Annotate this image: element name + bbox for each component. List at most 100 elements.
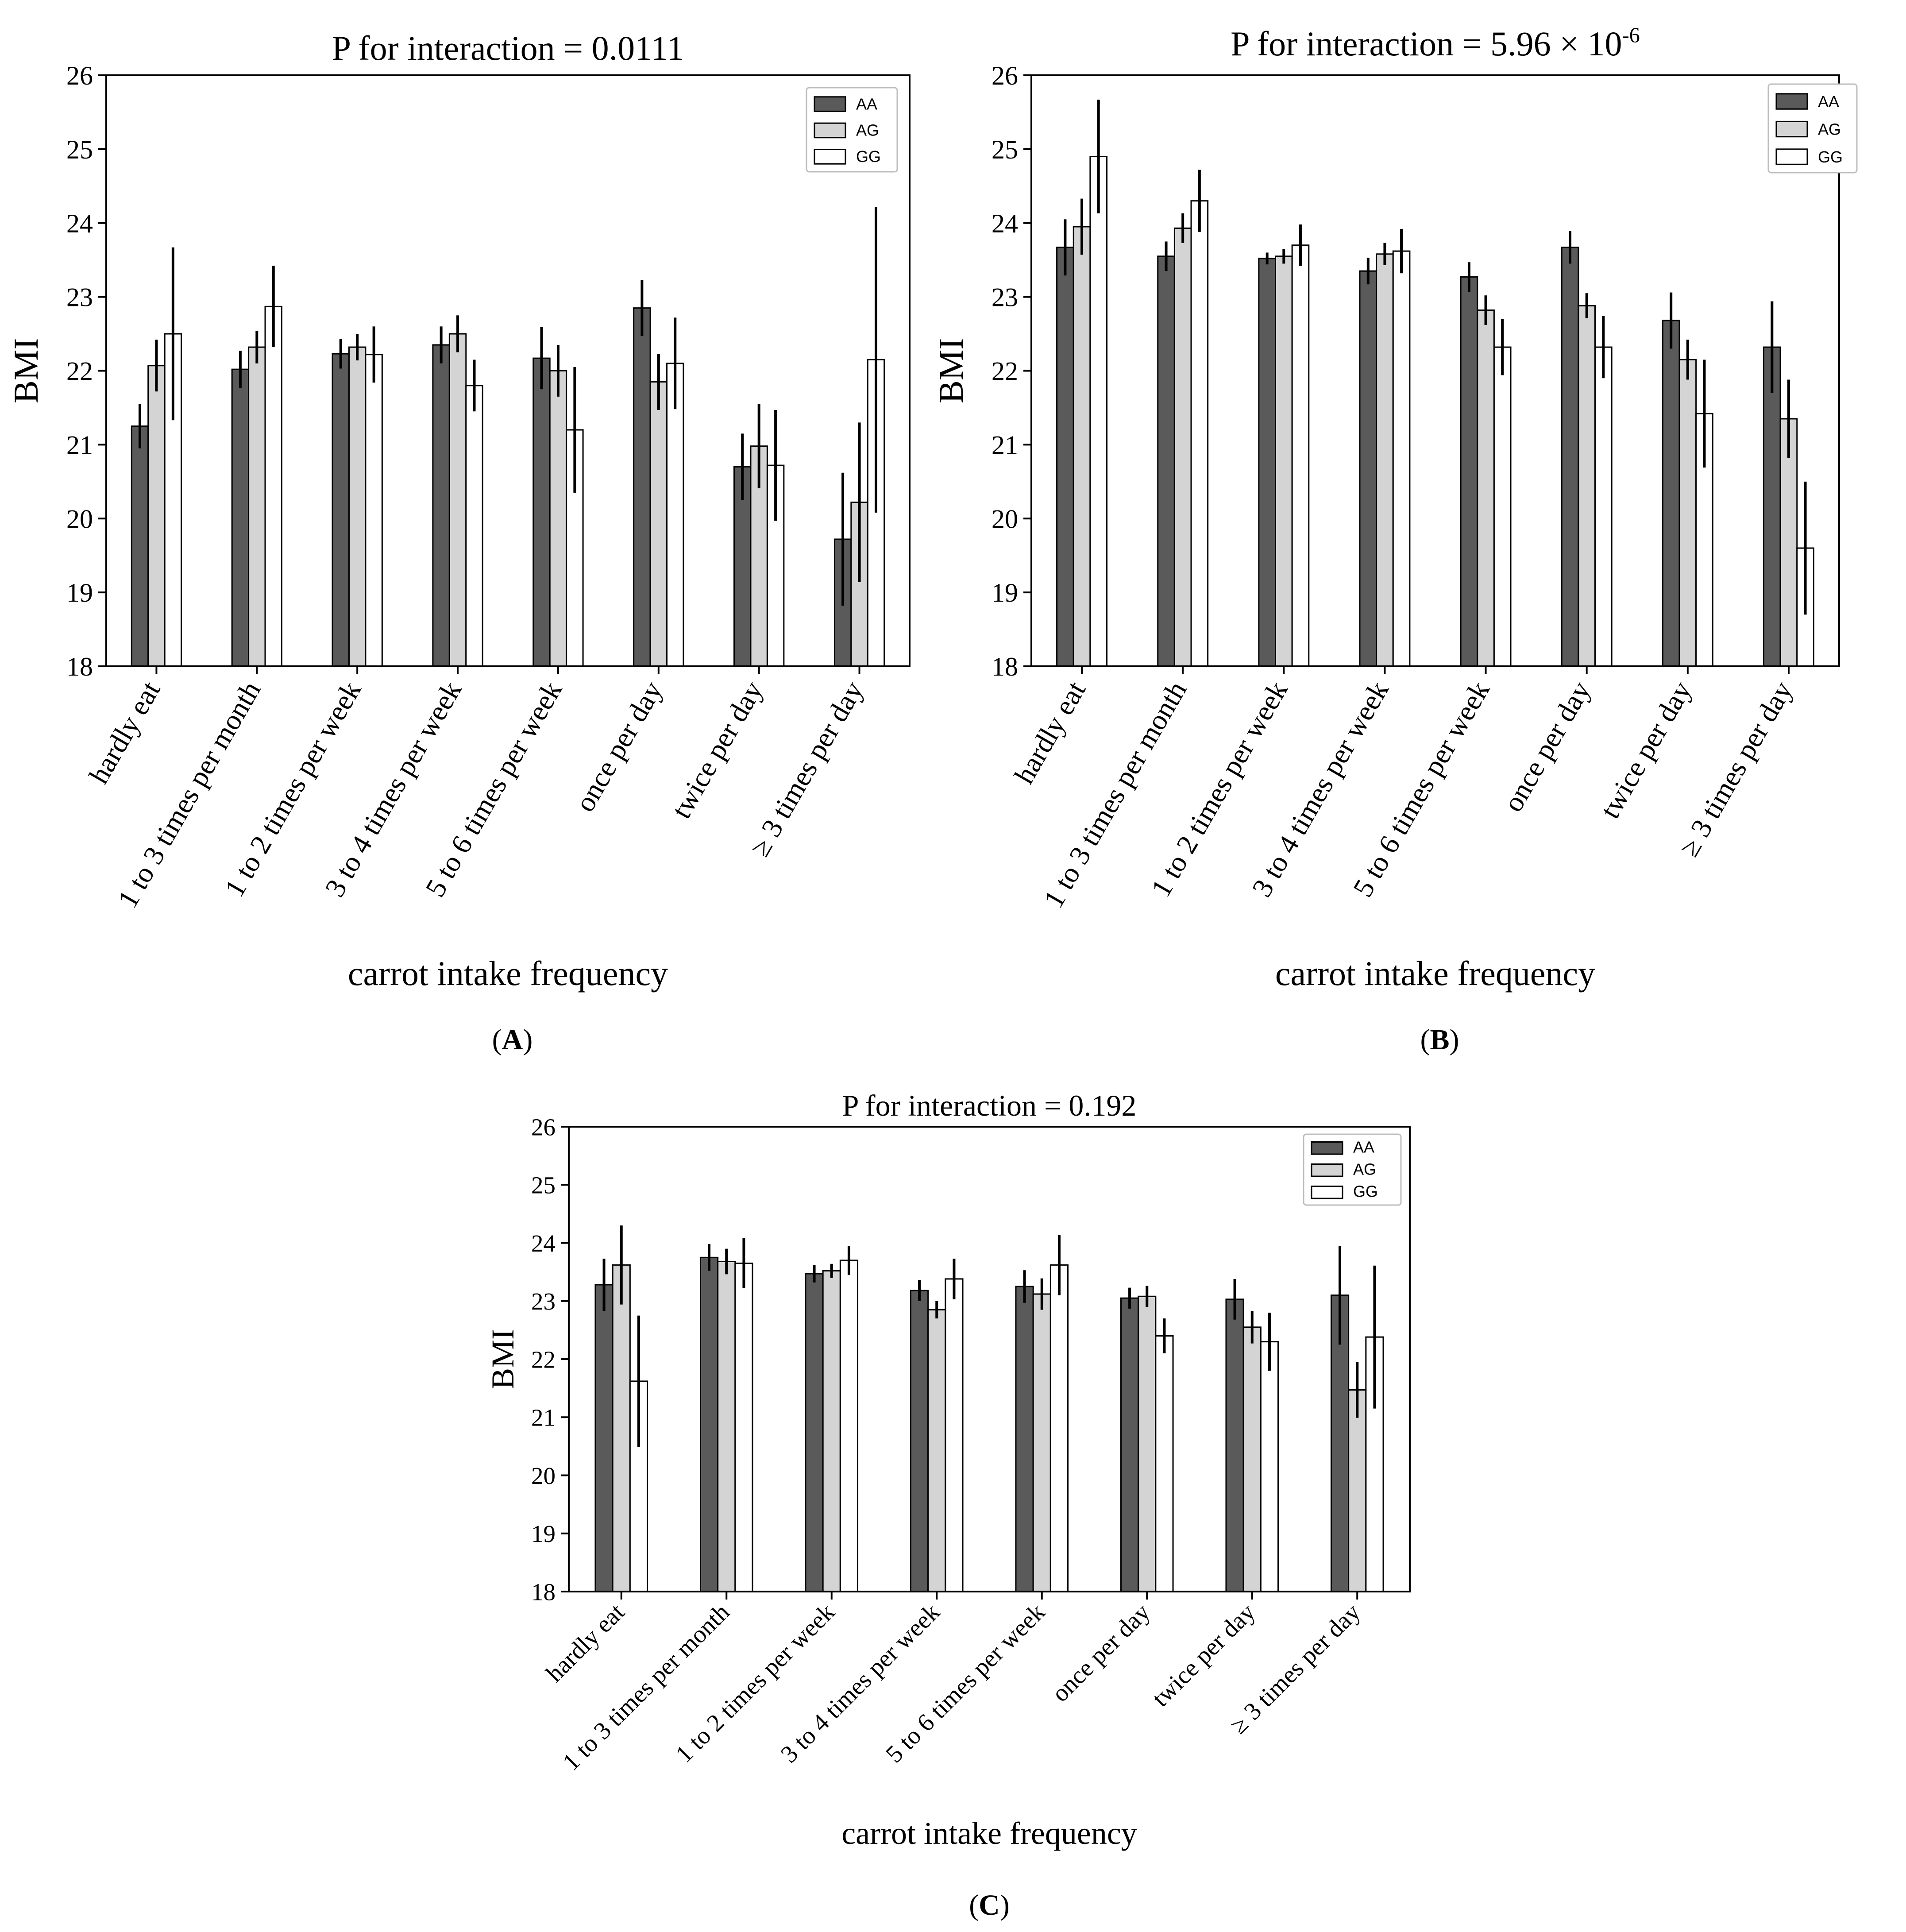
x-tick-label: once per day <box>1497 676 1597 817</box>
y-tick-label: 26 <box>992 61 1018 90</box>
legend-label-AA: AA <box>1353 1138 1374 1156</box>
bar-GG <box>734 1262 753 1592</box>
bar-AA <box>1662 320 1680 667</box>
y-tick-label: 21 <box>992 430 1018 460</box>
bar-GG <box>1493 346 1512 667</box>
y-tick-label: 26 <box>531 1113 556 1140</box>
bar-AG <box>717 1261 736 1592</box>
bar-GG <box>1392 250 1411 667</box>
x-tick-label: twice per day <box>1594 676 1698 824</box>
x-tick-label: hardly eat <box>83 676 166 789</box>
bar-AA <box>1120 1297 1139 1592</box>
y-tick-label: 19 <box>531 1520 556 1547</box>
bar-GG <box>1291 244 1310 667</box>
plot-frame <box>568 1126 1411 1592</box>
bar-AA <box>1460 276 1478 667</box>
plot-frame <box>105 74 911 667</box>
x-axis-label: carrot intake frequency <box>1275 954 1595 993</box>
bar-AA <box>594 1284 613 1592</box>
bar-GG <box>1049 1264 1069 1592</box>
x-tick-label: hardly eat <box>1008 676 1092 789</box>
bar-AA <box>633 307 651 667</box>
legend-swatch-GG <box>1311 1186 1343 1199</box>
bar-GG <box>1155 1335 1174 1592</box>
y-tick-label: 21 <box>66 430 93 460</box>
bar-AA <box>699 1256 719 1592</box>
chart-title: P for interaction = 0.0111 <box>332 29 684 67</box>
bar-GG <box>1190 200 1209 667</box>
bar-AA <box>332 353 350 667</box>
legend-swatch-GG <box>814 149 846 165</box>
x-tick-label: ≥ 3 times per day <box>1673 676 1798 862</box>
y-tick-label: 20 <box>531 1462 556 1489</box>
bar-AG <box>1477 309 1495 667</box>
legend-swatch-AA <box>1775 93 1808 110</box>
bar-AA <box>432 344 450 667</box>
bar-AA <box>231 368 250 667</box>
bar-GG <box>839 1260 859 1592</box>
x-tick-label: once per day <box>569 676 668 817</box>
bar-AA <box>1258 258 1276 667</box>
bar-AA <box>1225 1298 1244 1592</box>
y-tick-label: 18 <box>992 652 1018 681</box>
bar-AG <box>1173 227 1192 667</box>
plot-frame <box>1030 74 1840 667</box>
legend: AA AG GG <box>1303 1133 1402 1206</box>
y-tick-label: 22 <box>66 357 93 386</box>
y-tick-label: 19 <box>66 578 93 607</box>
bar-AA <box>131 425 149 667</box>
legend-label-AG: AG <box>1818 120 1841 138</box>
bar-AA <box>532 357 551 667</box>
y-tick-label: 22 <box>992 357 1018 386</box>
bar-AG <box>1032 1293 1051 1592</box>
bar-AG <box>248 346 266 667</box>
legend-swatch-AA <box>1311 1141 1343 1155</box>
legend-label-AA: AA <box>856 95 877 113</box>
x-axis-label: carrot intake frequency <box>348 954 668 993</box>
y-tick-label: 24 <box>992 209 1018 238</box>
y-tick-label: 20 <box>66 504 93 533</box>
y-tick-label: 23 <box>66 283 93 312</box>
bar-AG <box>1242 1326 1262 1592</box>
bar-AA <box>1561 247 1579 667</box>
bar-AG <box>927 1309 946 1592</box>
bar-AG <box>822 1270 841 1592</box>
chart-title: P for interaction = 0.192 <box>842 1089 1137 1122</box>
x-tick-label: hardly eat <box>541 1598 630 1687</box>
y-tick-label: 18 <box>66 652 93 681</box>
bar-AG <box>448 333 467 667</box>
y-tick-label: 18 <box>531 1578 556 1605</box>
bar-GG <box>465 385 483 667</box>
bar-AG <box>1073 226 1091 667</box>
y-tick-label: 21 <box>531 1404 556 1431</box>
bar-AG <box>612 1264 631 1592</box>
x-tick-label: twice per day <box>1147 1598 1261 1712</box>
bar-AA <box>1157 255 1175 667</box>
y-tick-label: 24 <box>531 1230 556 1257</box>
bar-AA <box>1763 346 1781 667</box>
y-tick-label: 25 <box>531 1172 556 1199</box>
bar-AA <box>1056 247 1074 667</box>
legend-label-GG: GG <box>1818 148 1843 166</box>
bar-AG <box>1274 255 1293 667</box>
legend-swatch-AG <box>1775 120 1808 138</box>
panel-label: (C) <box>969 1889 1010 1921</box>
legend-label-GG: GG <box>856 147 881 166</box>
bar-GG <box>1089 156 1108 667</box>
y-tick-label: 26 <box>66 61 93 90</box>
y-axis-label: BMI <box>7 338 45 403</box>
legend-label-AA: AA <box>1818 93 1839 111</box>
legend: AA AG GG <box>806 87 898 173</box>
bar-AA <box>1015 1286 1034 1592</box>
x-tick-label: once per day <box>1046 1598 1155 1707</box>
bar-GG <box>945 1278 964 1592</box>
y-tick-label: 25 <box>66 135 93 164</box>
bar-AA <box>910 1290 929 1592</box>
legend-label-GG: GG <box>1353 1182 1378 1201</box>
bar-GG <box>365 354 383 667</box>
bar-AG <box>147 365 166 667</box>
legend-swatch-AG <box>814 122 846 139</box>
bar-AA <box>1359 270 1377 667</box>
